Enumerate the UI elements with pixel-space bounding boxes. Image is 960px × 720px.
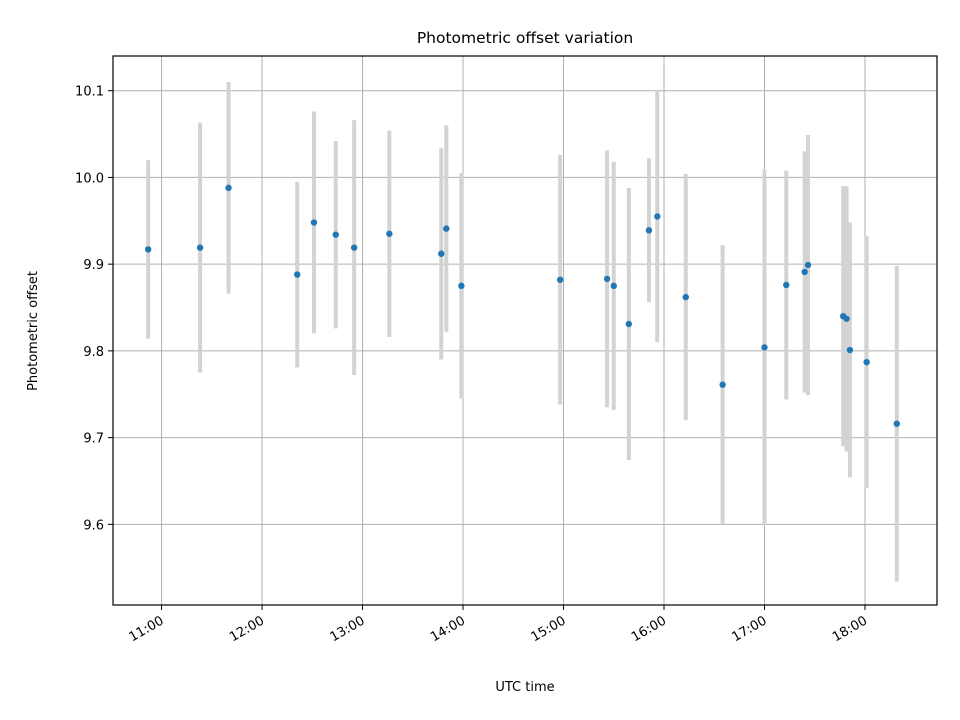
- y-tick-label: 10.1: [75, 85, 104, 100]
- y-tick-label: 9.8: [83, 345, 104, 360]
- grid-lines: [113, 56, 937, 605]
- data-point: [443, 225, 450, 232]
- data-point: [225, 184, 232, 192]
- plot-frame: [112, 55, 938, 606]
- data-point: [801, 268, 808, 276]
- data-point: [761, 344, 768, 351]
- data-point: [625, 320, 633, 328]
- data-point: [645, 227, 653, 234]
- data-point: [458, 282, 465, 290]
- data-point: [556, 276, 564, 283]
- data-point: [144, 246, 152, 253]
- y-tick-label: 9.7: [83, 432, 104, 447]
- data-point: [332, 231, 339, 238]
- data-point: [682, 293, 689, 301]
- data-point: [719, 381, 726, 388]
- data-point: [610, 282, 617, 290]
- data-point: [843, 315, 850, 322]
- data-point: [893, 420, 901, 427]
- chart-title: Photometric offset variation: [417, 29, 633, 47]
- data-point: [863, 358, 870, 366]
- data-point: [654, 213, 661, 220]
- data-point: [603, 275, 611, 283]
- data-point: [196, 244, 204, 251]
- data-point: [804, 261, 812, 269]
- y-tick-label: 10.0: [75, 171, 104, 186]
- data-point: [310, 219, 318, 226]
- data-point: [294, 271, 301, 278]
- y-axis-label: Photometric offset: [26, 271, 41, 391]
- data-point: [438, 250, 445, 257]
- data-point: [386, 230, 393, 237]
- data-point: [350, 244, 358, 251]
- data-point: [783, 281, 790, 289]
- data-points: [144, 184, 901, 427]
- y-axis-ticks: 9.6 9.7 9.8 9.9 10.0 10.1: [75, 85, 113, 533]
- x-axis-label: UTC time: [495, 680, 554, 695]
- data-point: [846, 346, 854, 354]
- y-tick-label: 9.9: [83, 258, 104, 273]
- y-tick-label: 9.6: [83, 518, 104, 533]
